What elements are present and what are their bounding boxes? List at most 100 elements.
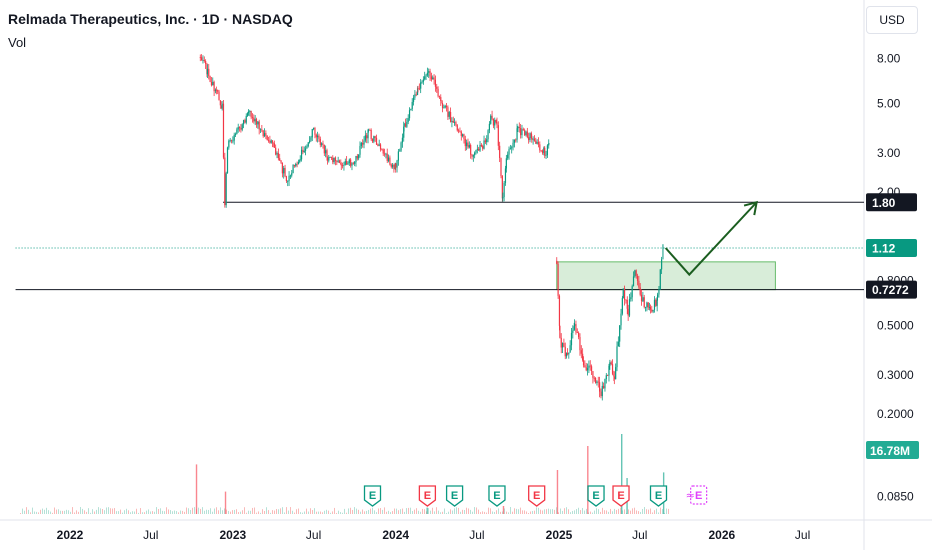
candle-body bbox=[647, 302, 649, 308]
volume-bar bbox=[372, 507, 373, 514]
candle-body bbox=[475, 149, 477, 153]
volume-bar bbox=[46, 507, 47, 514]
candle-body bbox=[564, 346, 566, 357]
earnings-marker[interactable] bbox=[649, 485, 668, 507]
volume-bar bbox=[262, 509, 263, 514]
candle-body bbox=[367, 129, 370, 131]
volume-bar bbox=[488, 507, 489, 514]
volume-bar bbox=[658, 512, 659, 514]
candle-body bbox=[225, 173, 227, 206]
projection-path[interactable] bbox=[664, 201, 758, 277]
volume-bar bbox=[428, 508, 429, 514]
candle-body bbox=[314, 127, 316, 135]
earnings-marker[interactable] bbox=[363, 485, 382, 507]
candle-body bbox=[329, 156, 331, 158]
earnings-marker[interactable] bbox=[528, 485, 546, 507]
volume-bar bbox=[274, 510, 275, 514]
volume-bar bbox=[198, 507, 199, 514]
earnings-marker[interactable] bbox=[612, 485, 630, 507]
candle-body bbox=[512, 142, 514, 148]
volume-bar bbox=[548, 508, 549, 514]
volume-bar bbox=[600, 511, 601, 514]
volume-bar bbox=[598, 509, 599, 514]
volume-bar bbox=[302, 512, 303, 514]
candle-body bbox=[240, 128, 242, 130]
volume-bar bbox=[328, 510, 329, 514]
volume-bar bbox=[208, 509, 209, 514]
earnings-marker[interactable] bbox=[488, 485, 506, 507]
candle-body bbox=[242, 120, 245, 125]
currency-button[interactable]: USD bbox=[866, 6, 918, 34]
candle-body bbox=[233, 134, 235, 141]
earnings-marker[interactable] bbox=[418, 485, 437, 507]
candle-body bbox=[478, 148, 480, 151]
candle-body bbox=[215, 89, 217, 91]
volume-bar bbox=[94, 511, 95, 514]
candle-body bbox=[508, 149, 510, 155]
candle-body bbox=[340, 164, 342, 166]
volume-bar bbox=[566, 507, 567, 514]
candle-body bbox=[346, 161, 348, 165]
volume-bar bbox=[376, 512, 377, 514]
support-zone bbox=[556, 261, 776, 291]
candle-body bbox=[576, 332, 578, 333]
volume-bar bbox=[408, 507, 409, 514]
candle-body bbox=[492, 118, 495, 126]
volume-bar bbox=[406, 508, 407, 514]
earnings-marker[interactable] bbox=[445, 485, 464, 507]
candle-body bbox=[318, 135, 320, 139]
volume-bar bbox=[496, 510, 497, 514]
price-badge-last-bg[interactable] bbox=[866, 238, 917, 257]
volume-bar bbox=[266, 507, 267, 514]
candle-body bbox=[544, 147, 546, 156]
volume-bar bbox=[224, 508, 225, 514]
volume-bar bbox=[486, 512, 487, 514]
volume-bar bbox=[58, 509, 59, 514]
volume-bar bbox=[156, 507, 157, 514]
volume-bar bbox=[504, 508, 505, 514]
candle-body bbox=[257, 121, 259, 125]
candle-body bbox=[613, 373, 615, 377]
candle-body bbox=[347, 163, 349, 165]
price-badge-1-80: 1.80 bbox=[872, 196, 896, 210]
candle-body bbox=[603, 385, 605, 389]
volume-bar bbox=[538, 507, 539, 514]
volume-bar bbox=[636, 510, 637, 514]
volume-bar bbox=[536, 507, 537, 514]
volume-bar bbox=[168, 509, 169, 514]
volume-bar bbox=[418, 510, 419, 514]
volume-bar bbox=[126, 508, 127, 514]
candle-body bbox=[210, 81, 213, 86]
volume-bar bbox=[394, 508, 395, 514]
volume-bar bbox=[294, 512, 295, 514]
volume-bar bbox=[204, 510, 205, 514]
candle-body bbox=[224, 157, 226, 206]
candle-body bbox=[623, 288, 626, 300]
price-badge-0-7272-bg[interactable] bbox=[866, 280, 917, 299]
candle-body bbox=[557, 263, 559, 296]
candle-body bbox=[600, 391, 602, 397]
candle-body bbox=[451, 120, 453, 122]
volume-bar bbox=[360, 511, 361, 514]
volume-bar bbox=[400, 509, 401, 514]
candle-body bbox=[296, 164, 298, 165]
earnings-upcoming-marker[interactable] bbox=[690, 485, 708, 505]
candle-body bbox=[401, 137, 403, 143]
candle-body bbox=[453, 122, 456, 124]
candle-body bbox=[497, 125, 499, 146]
volume-badge-bg[interactable] bbox=[866, 441, 919, 459]
candle-body bbox=[307, 142, 309, 147]
earnings-marker[interactable] bbox=[587, 485, 605, 507]
volume-bar bbox=[232, 510, 233, 514]
candle-body bbox=[496, 122, 498, 126]
candle-body bbox=[575, 324, 577, 333]
volume-bar bbox=[618, 508, 619, 514]
volume-bar bbox=[92, 509, 93, 514]
volume-bar bbox=[452, 510, 453, 514]
candle-body bbox=[400, 142, 402, 151]
candle-body bbox=[627, 308, 629, 316]
price-badge-1-80-bg[interactable] bbox=[866, 193, 917, 212]
volume-indicator-label[interactable]: Vol bbox=[8, 35, 27, 50]
candle-body bbox=[541, 150, 544, 153]
